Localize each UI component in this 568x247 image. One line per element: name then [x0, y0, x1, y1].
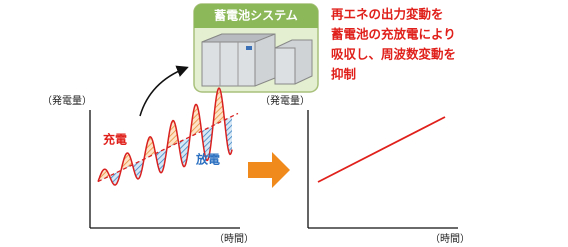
- discharge-label: 放電: [195, 152, 220, 167]
- x-axis-label: （時間）: [214, 233, 254, 245]
- output-wave: [97, 87, 233, 186]
- y-axis-label: （発電量）: [260, 94, 310, 107]
- smoothed-line: [317, 116, 446, 183]
- battery-system: 蓄電池システム: [193, 3, 319, 93]
- charge-label: 充電: [103, 132, 127, 147]
- right-chart: （発電量） （時間）: [260, 94, 470, 245]
- flow-arrow: [139, 65, 189, 117]
- description: 再エネの出力変動を 蓄電池の充放電により 吸収し、周波数変動を 抑制: [331, 7, 456, 82]
- description-line: 抑制: [331, 67, 356, 82]
- description-line: 再エネの出力変動を: [331, 7, 444, 22]
- y-axis-label: （発電量）: [42, 94, 92, 107]
- left-chart: （発電量） （時間） 充電 放電: [42, 65, 254, 245]
- x-axis-label: （時間）: [430, 233, 470, 245]
- transition-arrow: [248, 152, 290, 188]
- description-line: 蓄電池の充放電により: [331, 27, 456, 42]
- trend-line: [97, 112, 239, 183]
- description-line: 吸収し、周波数変動を: [331, 47, 456, 62]
- battery-title: 蓄電池システム: [214, 8, 298, 23]
